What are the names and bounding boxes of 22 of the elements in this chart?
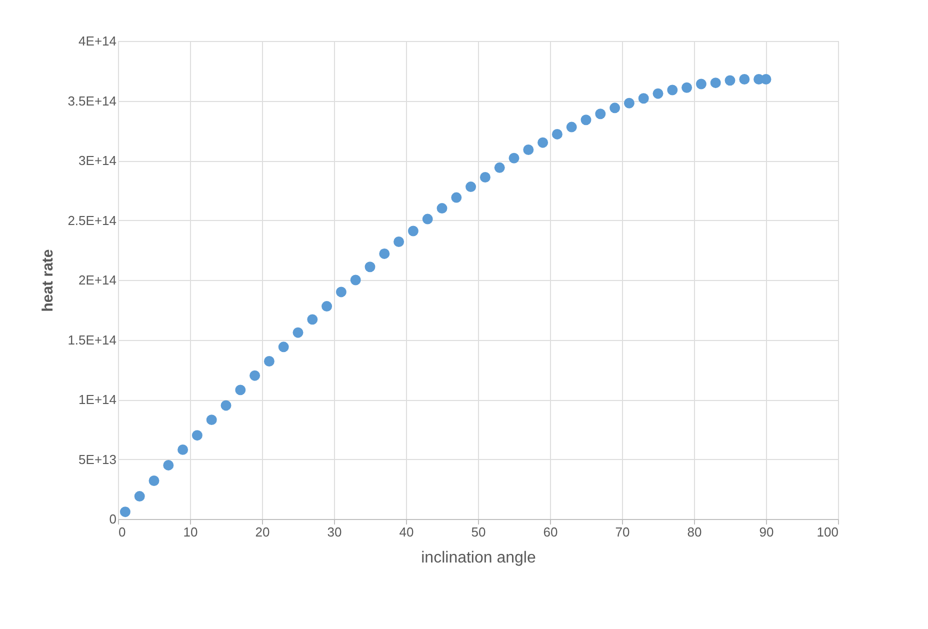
x-tick-label: 50 (471, 524, 486, 540)
x-tick-label: 40 (399, 524, 414, 540)
y-tick-label: 0 (109, 512, 116, 526)
x-tick-label: 20 (255, 524, 270, 540)
x-tick-label: 70 (615, 524, 630, 540)
x-tick-label: 0 (118, 524, 126, 540)
x-tick-label: 100 (816, 524, 838, 540)
y-tick-label: 3E+14 (78, 153, 116, 168)
y-tick-label: 2E+14 (78, 272, 116, 288)
y-tick-label: 3.5E+14 (68, 93, 116, 108)
y-tick-label: 2.5E+14 (68, 212, 116, 228)
x-tick-label: 10 (183, 524, 198, 540)
x-tick-label: 60 (543, 524, 558, 540)
x-tick-label: 30 (327, 524, 342, 540)
x-axis-title: inclination angle (421, 550, 536, 566)
x-tick-label: 90 (759, 524, 774, 540)
x-tick-label: 80 (687, 524, 702, 540)
y-tick-label: 1E+14 (78, 392, 116, 407)
y-tick-label: 4E+14 (78, 34, 116, 48)
y-axis-title: heat rate (40, 249, 57, 312)
y-tick-label: 1.5E+14 (68, 332, 116, 348)
y-tick-label: 5E+13 (78, 452, 116, 467)
